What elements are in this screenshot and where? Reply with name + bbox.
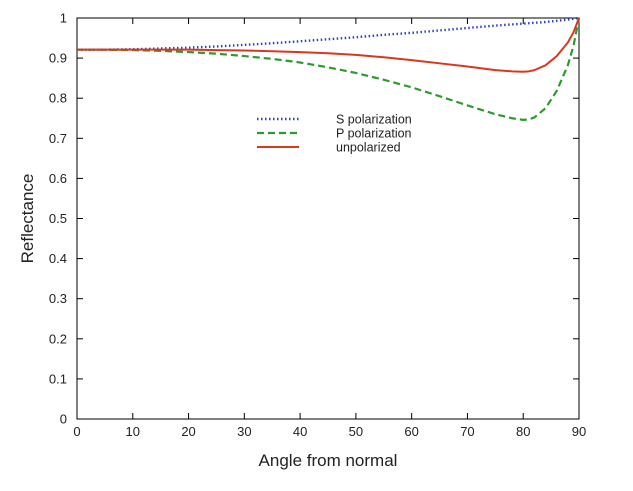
legend-label-3: unpolarized (336, 141, 401, 155)
y-tick-label: 0.8 (49, 91, 67, 106)
x-tick-label: 90 (572, 424, 586, 439)
plot-frame (76, 17, 580, 420)
y-tick-label: 1 (60, 11, 67, 26)
y-tick-label: 0.2 (49, 331, 67, 346)
legend-label-1: S polarization (336, 113, 412, 127)
x-tick-label: 40 (293, 424, 307, 439)
y-tick-label: 0.9 (49, 51, 67, 66)
series-line-2 (77, 17, 581, 121)
y-tick-label: 0.5 (49, 211, 67, 226)
x-tick-label: 20 (181, 424, 195, 439)
x-tick-label: 10 (126, 424, 140, 439)
series-line-3 (77, 17, 580, 73)
y-tick-label: 0.1 (49, 371, 67, 386)
y-tick-label: 0.4 (49, 251, 67, 266)
legend-label-2: P polarization (336, 127, 412, 141)
series-group (77, 16, 581, 121)
y-tick-label: 0.6 (49, 171, 67, 186)
plot-frame-group (76, 17, 580, 420)
x-tick-label: 50 (349, 424, 363, 439)
x-tick-label: 60 (404, 424, 418, 439)
x-tick-label: 30 (237, 424, 251, 439)
x-tick-label: 70 (460, 424, 474, 439)
y-tick-label: 0.3 (49, 291, 67, 306)
y-tick-label: 0 (60, 412, 67, 427)
y-axis-title: Reflectance (18, 174, 37, 264)
series-line-1 (77, 16, 580, 51)
ticks-group: 0 10 20 30 40 50 60 70 80 90 0 0.1 0.2 0.3 0.4 0.5 0.6 0.… (49, 11, 586, 440)
x-tick-label: 80 (516, 424, 530, 439)
y-tick-label: 0.7 (49, 131, 67, 146)
x-axis-title: Angle from normal (259, 451, 398, 470)
x-tick-label: 0 (73, 424, 80, 439)
